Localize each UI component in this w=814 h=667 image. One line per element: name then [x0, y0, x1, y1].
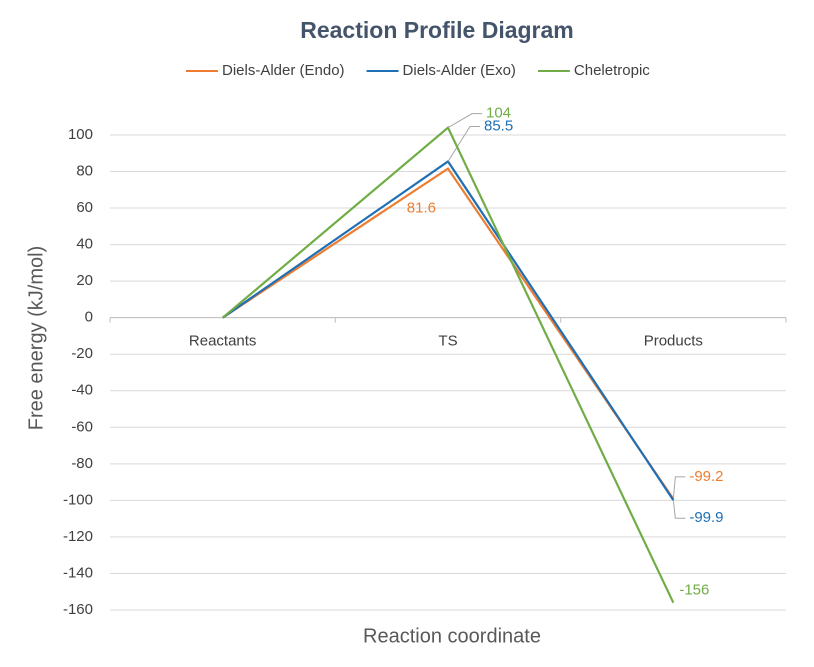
data-label: -99.2 [689, 468, 723, 485]
data-label: -156 [679, 582, 709, 599]
y-tick-label: -40 [71, 382, 93, 399]
x-tick-label: Products [644, 333, 703, 350]
legend-label: Cheletropic [574, 62, 650, 79]
data-label: -99.9 [689, 509, 723, 526]
leader-line [672, 476, 686, 499]
legend-label: Diels-Alder (Exo) [403, 62, 516, 79]
leader-line [447, 113, 482, 129]
y-tick-label: -100 [63, 491, 93, 508]
x-tick-label: TS [438, 333, 457, 350]
y-tick-label: 20 [76, 272, 93, 289]
y-tick-label: 80 [76, 162, 93, 179]
y-tick-label: 100 [68, 126, 93, 143]
data-label: 104 [486, 105, 511, 122]
legend-label: Diels-Alder (Endo) [222, 62, 345, 79]
y-tick-label: -20 [71, 345, 93, 362]
x-axis-title: Reaction coordinate [363, 625, 541, 647]
data-label: 81.6 [407, 200, 436, 217]
leader-line [672, 500, 686, 519]
y-axis-title: Free energy (kJ/mol) [25, 246, 47, 431]
y-tick-label: -60 [71, 418, 93, 435]
y-tick-label: 0 [85, 309, 93, 326]
data-label: 85.5 [484, 117, 513, 134]
y-tick-label: -160 [63, 601, 93, 618]
chart-title: Reaction Profile Diagram [300, 17, 574, 43]
y-tick-label: 40 [76, 236, 93, 253]
y-tick-label: -80 [71, 455, 93, 472]
y-tick-label: 60 [76, 199, 93, 216]
y-tick-label: -140 [63, 564, 93, 581]
leader-line [447, 125, 480, 162]
x-tick-label: Reactants [189, 333, 257, 350]
y-tick-label: -120 [63, 528, 93, 545]
